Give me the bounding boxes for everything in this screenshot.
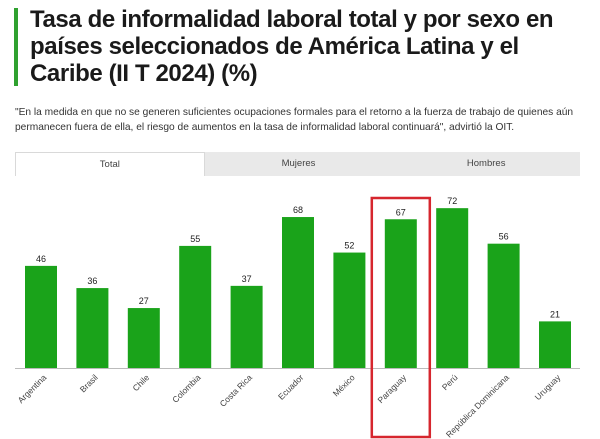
highlight-box bbox=[370, 196, 432, 439]
bar-argentina[interactable] bbox=[25, 265, 57, 368]
data-label: 68 bbox=[293, 205, 303, 215]
bar-chart: 46 Argentina 36 Brasil 27 Chile 55 Colombia 37 Co… bbox=[15, 196, 580, 439]
tab-total[interactable]: Total bbox=[15, 152, 205, 176]
bar-colombia[interactable] bbox=[179, 245, 212, 368]
category-label: Chile bbox=[130, 372, 151, 393]
data-label: 72 bbox=[447, 196, 457, 206]
data-label: 21 bbox=[550, 309, 560, 319]
category-label: Costa Rica bbox=[218, 372, 255, 409]
data-label: 36 bbox=[87, 276, 97, 286]
category-label: Brasil bbox=[78, 372, 100, 394]
quote-text: "En la medida en que no se generen sufic… bbox=[15, 107, 574, 133]
data-label: 27 bbox=[139, 296, 149, 306]
category-label: México bbox=[331, 372, 357, 398]
category-label: Argentina bbox=[16, 372, 49, 405]
bar-brasil[interactable] bbox=[76, 288, 109, 368]
data-label: 55 bbox=[190, 234, 200, 244]
category-label: Uruguay bbox=[533, 372, 563, 402]
category-label: Ecuador bbox=[276, 372, 306, 402]
bar-ecuador[interactable] bbox=[282, 217, 314, 368]
title-accent-bar bbox=[14, 8, 18, 86]
bar-méxico[interactable] bbox=[333, 252, 366, 368]
tab-mujeres[interactable]: Mujeres bbox=[281, 158, 316, 169]
data-label: 46 bbox=[36, 254, 46, 264]
category-label: Colombia bbox=[170, 372, 203, 405]
data-label: 52 bbox=[344, 241, 354, 251]
data-label: 67 bbox=[396, 207, 406, 217]
bar-uruguay[interactable] bbox=[539, 321, 571, 368]
tab-bar: Total Mujeres Hombres bbox=[15, 152, 580, 176]
category-label: Paraguay bbox=[375, 372, 408, 405]
bar-paraguay[interactable] bbox=[384, 219, 417, 368]
tab-hombres[interactable]: Hombres bbox=[466, 158, 506, 169]
chart-title: Tasa de informalidad laboral total y por… bbox=[30, 6, 554, 87]
data-label: 56 bbox=[499, 232, 509, 242]
bar-perú[interactable] bbox=[436, 208, 469, 368]
bar-costa-rica[interactable] bbox=[230, 285, 263, 368]
data-label: 37 bbox=[242, 274, 252, 284]
bar-chile[interactable] bbox=[127, 308, 160, 368]
bar-república-dominicana[interactable] bbox=[487, 243, 520, 368]
category-label: Perú bbox=[440, 372, 460, 392]
